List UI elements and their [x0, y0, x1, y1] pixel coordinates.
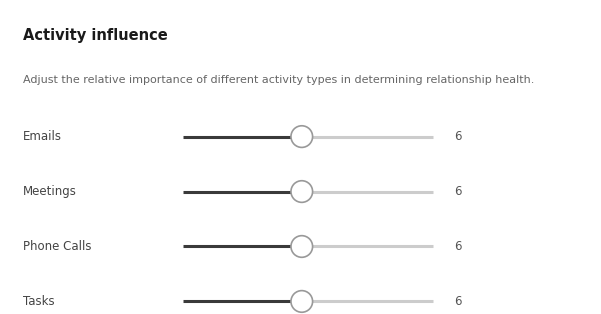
Ellipse shape	[291, 236, 313, 257]
Text: 6: 6	[454, 130, 461, 143]
Ellipse shape	[291, 126, 313, 147]
Text: 6: 6	[454, 240, 461, 253]
Text: 6: 6	[454, 185, 461, 198]
Ellipse shape	[291, 291, 313, 312]
Text: 6: 6	[454, 295, 461, 308]
Ellipse shape	[291, 181, 313, 202]
Text: Meetings: Meetings	[23, 185, 77, 198]
Text: Tasks: Tasks	[23, 295, 55, 308]
Text: Activity influence: Activity influence	[23, 28, 168, 43]
Text: Phone Calls: Phone Calls	[23, 240, 91, 253]
Text: Adjust the relative importance of different activity types in determining relati: Adjust the relative importance of differ…	[23, 75, 534, 85]
Text: Emails: Emails	[23, 130, 62, 143]
